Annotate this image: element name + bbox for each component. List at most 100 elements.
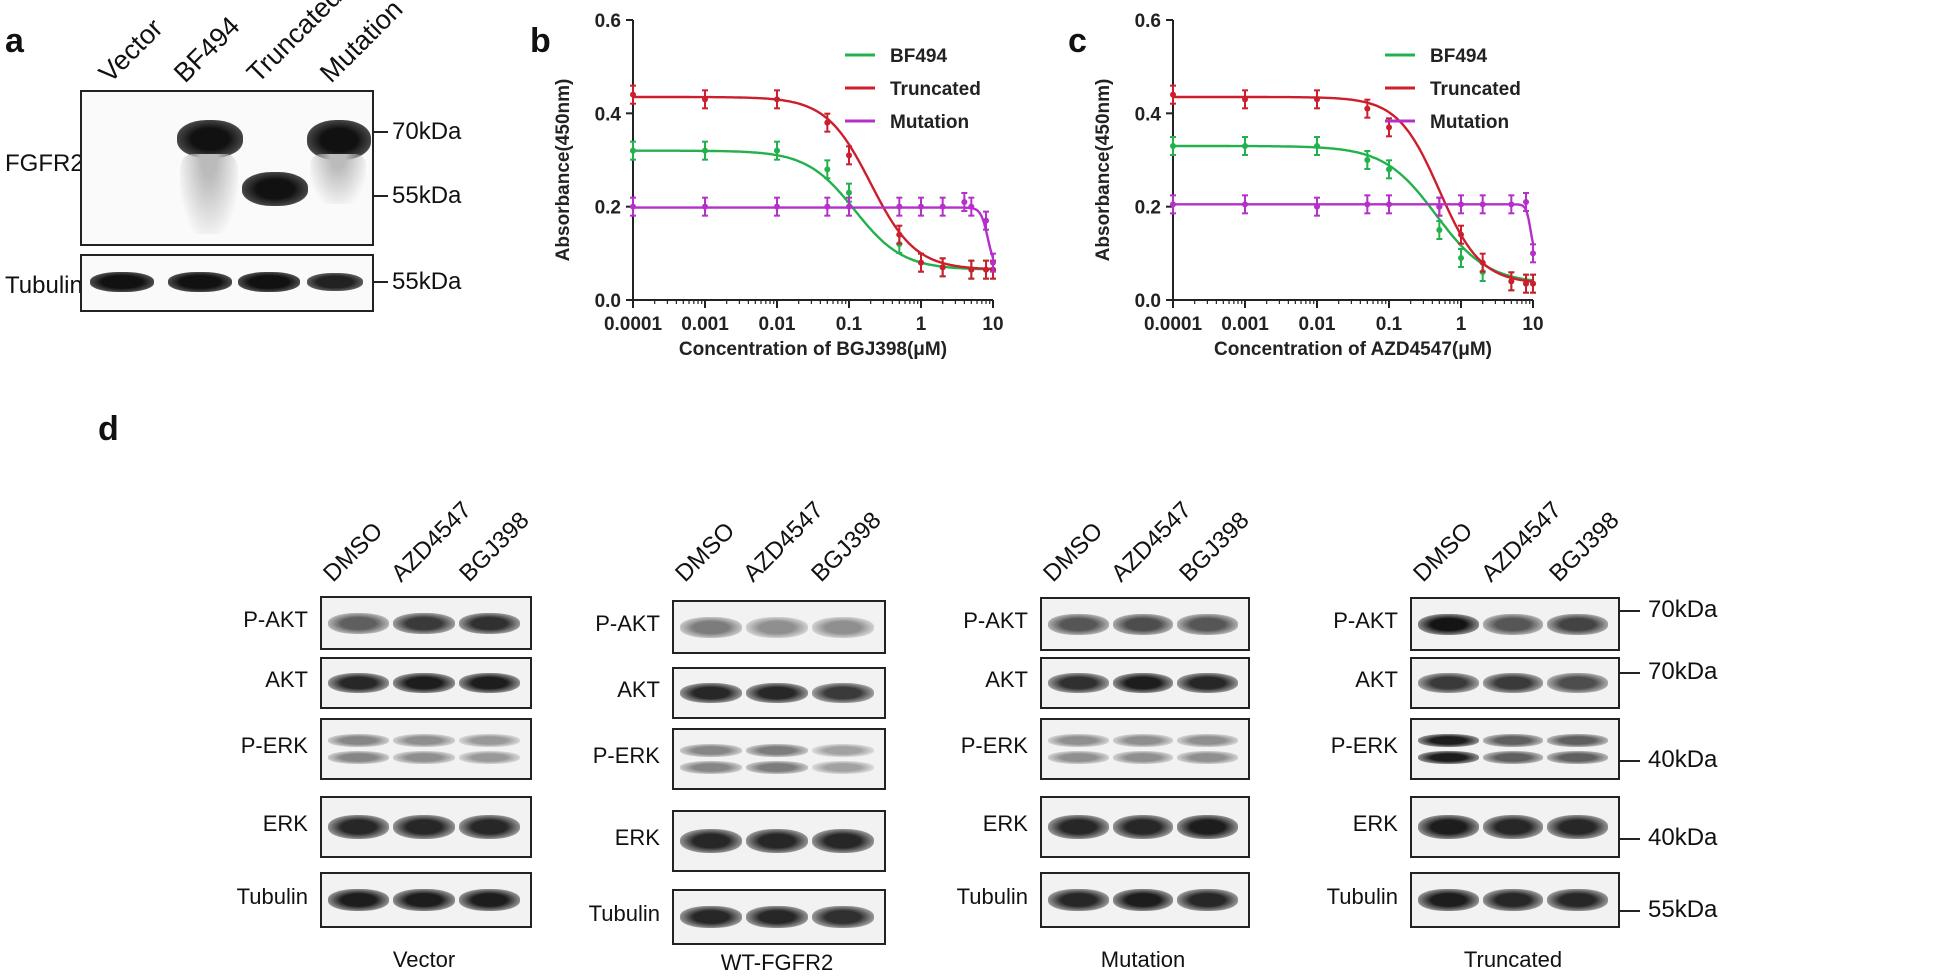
band-tubulin-wt-fgfr2-lane3 (812, 906, 874, 928)
row-label-erk-wt-fgfr2: ERK (614, 825, 660, 850)
y-tick-label: 0.0 (1135, 291, 1161, 312)
data-point-mutation (1523, 199, 1530, 205)
data-point-mutation (1242, 201, 1248, 208)
band-p-erk-mutation-lane1 (1048, 751, 1109, 764)
marker-label-d-2: 40kDa (1648, 746, 1718, 773)
data-point-truncated (1530, 280, 1536, 287)
marker-tick-d-4 (1618, 910, 1640, 912)
marker-55kda-a: 55kDa (392, 182, 462, 209)
band-tubulin-a3 (238, 272, 300, 292)
row-label-akt-truncated: AKT (1355, 667, 1398, 692)
blot-erk-truncated (1410, 796, 1620, 858)
lane-label-dmso-wt-fgfr2: DMSO (670, 517, 741, 588)
blot-p-akt-truncated (1410, 597, 1620, 651)
data-point-bf494 (1436, 227, 1443, 233)
band-p-akt-wt-fgfr2-lane1 (680, 616, 742, 638)
panel-c-letter: c (1068, 22, 1087, 60)
row-label-erk-vector: ERK (262, 811, 308, 836)
band-tubulin-vector-lane1 (328, 889, 390, 911)
marker-tick-55 (372, 195, 388, 197)
y-tick-label: 0.6 (595, 11, 621, 32)
data-point-truncated (1523, 280, 1530, 287)
band-p-akt-wt-fgfr2-lane3 (812, 616, 874, 638)
data-point-mutation (1170, 201, 1176, 208)
row-label-erk-mutation: ERK (982, 811, 1028, 836)
y-tick-label: 0.4 (595, 104, 622, 125)
row-label-fgfr2: FGFR2 (5, 150, 84, 177)
band-tubulin-wt-fgfr2-lane2 (746, 906, 808, 928)
x-tick-label: 0.1 (1376, 314, 1403, 335)
band-erk-truncated-lane2 (1482, 814, 1544, 840)
x-tick-label: 0.01 (759, 314, 796, 335)
y-tick-label: 0.2 (1135, 198, 1161, 219)
band-p-erk-truncated-lane2 (1482, 751, 1544, 764)
blot-akt-mutation (1040, 657, 1250, 709)
panel-b-letter: b (530, 22, 551, 60)
marker-70kda-a: 70kDa (392, 118, 462, 145)
x-tick-label: 0.01 (1299, 314, 1336, 335)
row-label-tubulin: Tubulin (5, 272, 83, 299)
y-axis-label: Absorbance(450nm) (553, 79, 574, 262)
data-point-mutation (1458, 201, 1464, 208)
lane-label-dmso-mutation: DMSO (1038, 517, 1109, 588)
marker-label-d-1: 70kDa (1648, 658, 1718, 685)
band-p-erk-wt-fgfr2-lane1 (680, 761, 742, 774)
blot-erk-wt-fgfr2 (672, 810, 886, 872)
data-point-bf494 (846, 189, 852, 196)
fgfr2-blot (80, 90, 374, 246)
band-tubulin-mutation-lane2 (1112, 889, 1174, 911)
band-akt-wt-fgfr2-lane2 (746, 682, 808, 704)
marker-label-d-4: 55kDa (1648, 896, 1718, 923)
row-label-p-akt-vector: P-AKT (243, 607, 308, 632)
data-point-truncated (1242, 96, 1248, 103)
data-point-mutation (630, 203, 636, 210)
blot-akt-truncated (1410, 657, 1620, 709)
band-p-erk-wt-fgfr2-lane2 (746, 761, 808, 774)
data-point-truncated (824, 119, 831, 126)
legend-label-bf494: BF494 (890, 46, 947, 67)
data-point-truncated (896, 231, 903, 238)
fit-line-truncated (633, 95, 993, 271)
band-p-erk-wt-fgfr2-lane3 (812, 744, 874, 757)
data-point-mutation (774, 203, 780, 210)
band-p-erk-mutation-lane2 (1112, 734, 1174, 747)
band-p-akt-truncated-lane3 (1547, 613, 1608, 635)
band-mutation-smear (310, 154, 366, 204)
x-tick-label: 0.001 (681, 314, 729, 335)
data-point-mutation (961, 199, 968, 205)
band-erk-mutation-lane3 (1177, 814, 1238, 840)
blot-p-erk-vector (320, 718, 532, 780)
blot-p-erk-truncated (1410, 718, 1620, 780)
group-caption-truncated: Truncated (1463, 947, 1563, 972)
blot-akt-wt-fgfr2 (672, 667, 886, 719)
band-erk-wt-fgfr2-lane3 (812, 828, 874, 854)
band-p-erk-mutation-lane3 (1177, 751, 1238, 764)
data-point-bf494 (1386, 166, 1392, 173)
y-tick-label: 0.4 (1135, 104, 1162, 125)
data-point-bf494 (1242, 143, 1248, 149)
data-point-bf494 (702, 147, 708, 154)
y-tick-label: 0.0 (595, 291, 621, 312)
data-point-mutation (702, 203, 708, 210)
band-tubulin-mutation-lane1 (1048, 889, 1109, 911)
marker-55kda-a2: 55kDa (392, 268, 462, 295)
band-erk-vector-lane3 (458, 814, 520, 840)
y-tick-label: 0.2 (595, 198, 621, 219)
band-tubulin-a1 (90, 272, 154, 292)
blot-akt-vector (320, 657, 532, 709)
tubulin-blot-a (80, 254, 374, 312)
data-point-truncated (846, 152, 852, 159)
data-point-mutation (1314, 203, 1320, 210)
lane-label-dmso-truncated: DMSO (1408, 517, 1479, 588)
band-akt-wt-fgfr2-lane1 (680, 682, 742, 704)
data-point-truncated (702, 96, 708, 103)
x-axis-label: Concentration of BGJ398(μM) (679, 339, 947, 360)
band-p-akt-vector-lane3 (458, 612, 520, 634)
data-point-bf494 (774, 147, 780, 154)
band-akt-vector-lane1 (328, 672, 390, 694)
y-axis-label: Absorbance(450nm) (1093, 79, 1114, 262)
data-point-mutation (939, 203, 946, 210)
data-point-mutation (990, 259, 996, 266)
blot-p-akt-vector (320, 596, 532, 650)
marker-label-d-3: 40kDa (1648, 824, 1718, 851)
